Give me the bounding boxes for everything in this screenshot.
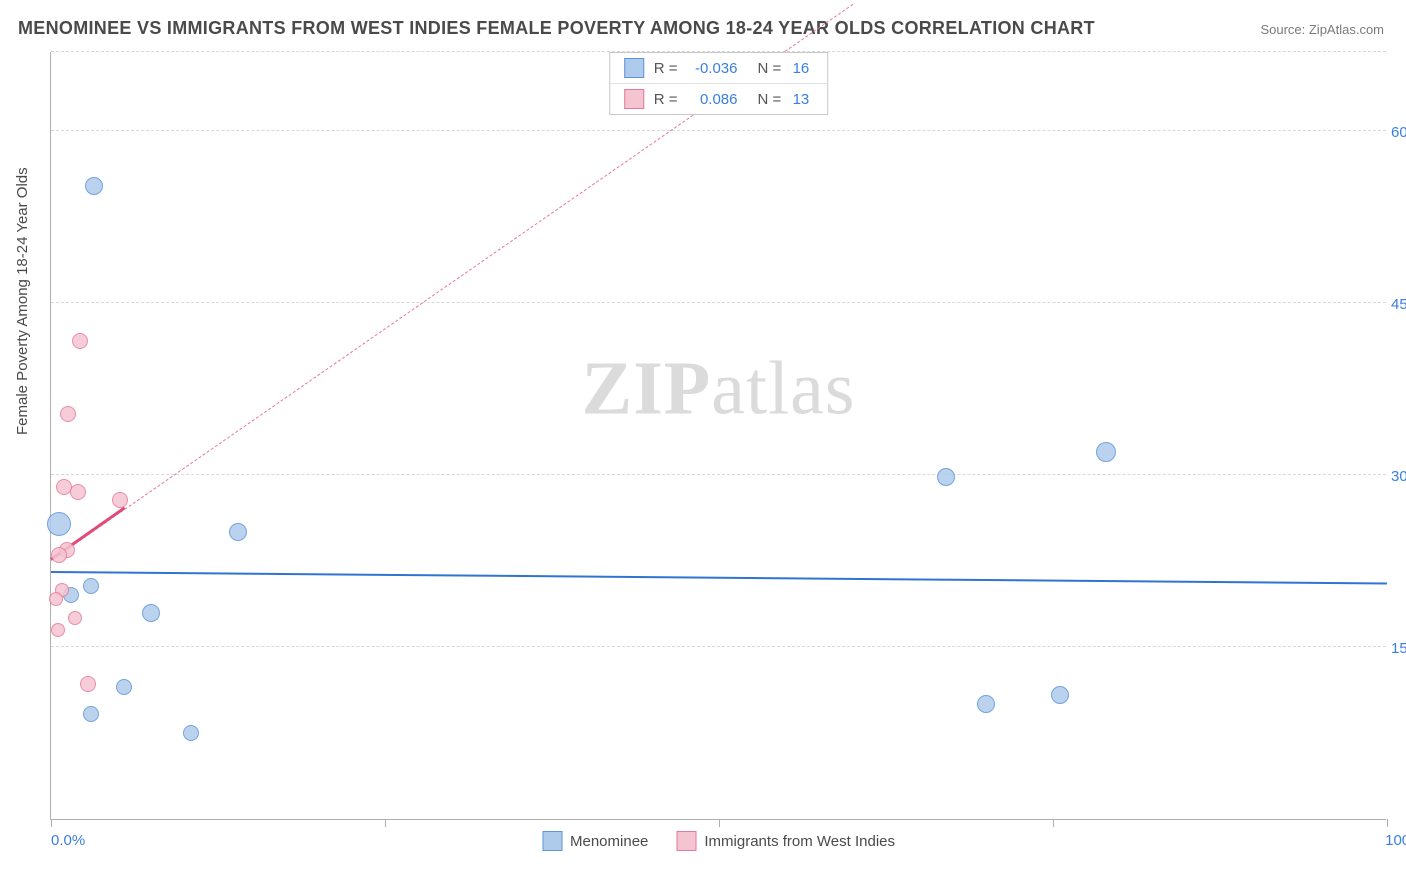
x-tick-label: 100.0% xyxy=(1385,832,1406,849)
data-point xyxy=(68,611,82,625)
data-point xyxy=(1051,686,1069,704)
gridline xyxy=(51,646,1386,647)
chart-title: MENOMINEE VS IMMIGRANTS FROM WEST INDIES… xyxy=(18,18,1095,39)
source-label: Source: ZipAtlas.com xyxy=(1260,22,1384,37)
n-value: 16 xyxy=(787,60,813,77)
data-point xyxy=(70,484,86,500)
series-legend-item: Menominee xyxy=(542,831,648,851)
series-legend-item: Immigrants from West Indies xyxy=(676,831,895,851)
plot-area: ZIPatlas R =-0.036N =16R =0.086N =13 Men… xyxy=(50,52,1386,820)
data-point xyxy=(229,523,247,541)
data-point xyxy=(72,333,88,349)
n-value: 13 xyxy=(787,91,813,108)
data-point xyxy=(47,512,71,536)
n-label: N = xyxy=(758,91,782,108)
legend-swatch xyxy=(624,89,644,109)
data-point xyxy=(83,578,99,594)
data-point xyxy=(80,676,96,692)
legend-swatch xyxy=(624,58,644,78)
data-point xyxy=(51,623,65,637)
stats-legend-row: R = -0.036 N = 16 xyxy=(610,53,828,83)
r-value: 0.086 xyxy=(684,91,742,108)
y-tick-label: 45.0% xyxy=(1391,296,1406,313)
n-label: N = xyxy=(758,60,782,77)
r-label: R = xyxy=(654,91,678,108)
chart-container: MENOMINEE VS IMMIGRANTS FROM WEST INDIES… xyxy=(0,0,1406,892)
watermark: ZIPatlas xyxy=(582,346,856,433)
x-tick xyxy=(385,819,386,827)
data-point xyxy=(112,492,128,508)
series-legend: Menominee Immigrants from West Indies xyxy=(542,831,895,851)
y-axis-label: Female Poverty Among 18-24 Year Olds xyxy=(14,167,31,435)
y-tick-label: 60.0% xyxy=(1391,124,1406,141)
stats-legend: R = -0.036 N = 16 R = 0.086 N = 13 xyxy=(609,52,829,115)
data-point xyxy=(60,406,76,422)
x-tick xyxy=(51,819,52,827)
data-point xyxy=(977,695,995,713)
y-tick-label: 15.0% xyxy=(1391,640,1406,657)
r-label: R = xyxy=(654,60,678,77)
data-point xyxy=(937,468,955,486)
legend-swatch xyxy=(676,831,696,851)
data-point xyxy=(183,725,199,741)
data-point xyxy=(49,592,63,606)
x-tick xyxy=(1387,819,1388,827)
legend-swatch xyxy=(542,831,562,851)
stats-legend-row: R = 0.086 N = 13 xyxy=(610,83,828,114)
data-point xyxy=(51,547,67,563)
y-tick-label: 30.0% xyxy=(1391,468,1406,485)
series-legend-label: Immigrants from West Indies xyxy=(704,833,895,850)
series-legend-label: Menominee xyxy=(570,833,648,850)
gridline xyxy=(51,474,1386,475)
regression-line xyxy=(51,571,1387,584)
data-point xyxy=(142,604,160,622)
data-point xyxy=(83,706,99,722)
gridline xyxy=(51,130,1386,131)
data-point xyxy=(85,177,103,195)
x-tick xyxy=(719,819,720,827)
data-point xyxy=(116,679,132,695)
x-tick xyxy=(1053,819,1054,827)
gridline xyxy=(51,302,1386,303)
x-tick-label: 0.0% xyxy=(51,832,85,849)
r-value: -0.036 xyxy=(684,60,742,77)
data-point xyxy=(1096,442,1116,462)
